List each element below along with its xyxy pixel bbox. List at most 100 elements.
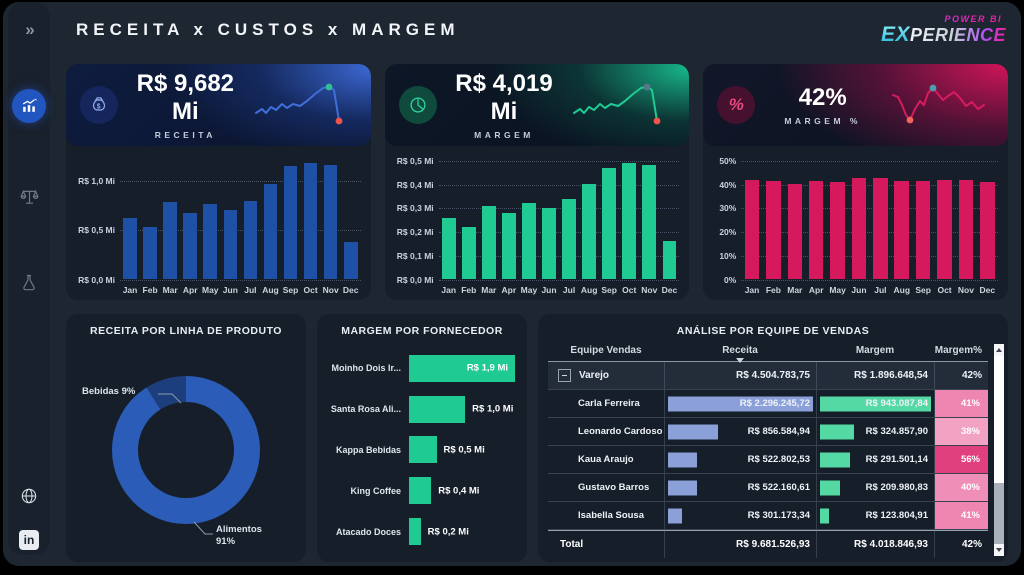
- bar-Nov[interactable]: [958, 179, 974, 279]
- pct-cell: 41%: [934, 390, 988, 417]
- bar-zone: [599, 156, 619, 279]
- bar-Oct[interactable]: [622, 163, 637, 279]
- bar-May[interactable]: [203, 204, 218, 279]
- fornecedor-value: R$ 1,9 Mi: [466, 362, 508, 374]
- column-header-equipe[interactable]: Equipe Vendas: [570, 345, 642, 356]
- receita-data-bar: [668, 424, 718, 439]
- gridline: [438, 184, 680, 186]
- table-row[interactable]: Leonardo Cardoso R$ 856.584,94 R$ 324.857,…: [548, 418, 988, 446]
- bar-Nov[interactable]: [323, 164, 338, 279]
- bar-Jun[interactable]: [223, 210, 238, 279]
- bar-Dec[interactable]: [980, 182, 995, 279]
- bar-Sep[interactable]: [602, 167, 617, 279]
- table-group-row[interactable]: Varejo R$ 4.504.783,75 R$ 1.896.648,54 42%: [548, 362, 988, 390]
- globe-icon: [21, 488, 37, 504]
- y-tick-label: R$ 1,0 Mi: [78, 175, 115, 186]
- bar-Jun[interactable]: [542, 208, 556, 279]
- fornecedor-bar[interactable]: [409, 518, 421, 546]
- bar-Jul[interactable]: [243, 201, 258, 279]
- table-row[interactable]: Isabella Sousa R$ 301.173,34 R$ 123.804,91…: [548, 502, 988, 530]
- bar-May[interactable]: [830, 182, 845, 279]
- donut-card-title: RECEITA POR LINHA DE PRODUTO: [90, 325, 282, 337]
- bar-zone: [120, 156, 140, 279]
- x-tick-label: Mar: [787, 285, 803, 295]
- bar-Feb[interactable]: [766, 180, 781, 279]
- fornecedor-bar[interactable]: [409, 395, 466, 423]
- sidebar-item-web[interactable]: [8, 486, 50, 506]
- x-tick-label: Feb: [765, 285, 781, 295]
- x-tick-label: Nov: [641, 285, 658, 295]
- bar-Sep[interactable]: [915, 180, 931, 279]
- group-margem-cell: R$ 1.896.648,54: [816, 362, 934, 389]
- donut-chart[interactable]: [112, 376, 260, 524]
- receita-cell: R$ 2.296.245,72: [664, 390, 816, 417]
- bar-Nov[interactable]: [642, 165, 657, 279]
- fornecedor-row: Kappa Bebidas R$ 0,5 Mi: [327, 431, 515, 469]
- bar-Aug[interactable]: [263, 183, 278, 279]
- bar-Jan[interactable]: [123, 218, 137, 279]
- fornecedor-bar[interactable]: [409, 436, 437, 464]
- fornecedor-row: Santa Rosa Ali... R$ 1,0 Mi: [327, 390, 515, 428]
- gridline: [438, 256, 680, 258]
- x-tick-label: Dec: [342, 285, 359, 295]
- bar-Feb[interactable]: [461, 226, 476, 279]
- bar-zone: [559, 156, 579, 279]
- scroll-up-button[interactable]: [994, 344, 1004, 356]
- column-header-margem[interactable]: Margem: [855, 345, 895, 356]
- bar-Mar[interactable]: [787, 184, 803, 279]
- table-row[interactable]: Gustavo Barros R$ 522.160,61 R$ 209.980,83…: [548, 474, 988, 502]
- sidebar-item-linkedin[interactable]: in: [8, 530, 50, 550]
- bar-Feb[interactable]: [143, 226, 157, 279]
- bar-Aug[interactable]: [582, 184, 596, 279]
- bar-Sep[interactable]: [283, 165, 298, 279]
- bar-Jul[interactable]: [562, 198, 576, 279]
- scroll-down-button[interactable]: [994, 544, 1004, 556]
- table-row[interactable]: Carla Ferreira R$ 2.296.245,72 R$ 943.087,…: [548, 390, 988, 418]
- bar-Apr[interactable]: [502, 212, 516, 279]
- bar-Apr[interactable]: [183, 213, 198, 279]
- bar-Apr[interactable]: [808, 180, 824, 279]
- bar-Dec[interactable]: [343, 241, 358, 279]
- name-cell: Carla Ferreira: [578, 398, 640, 409]
- x-tick-label: Jan: [122, 285, 138, 295]
- brand-logo: POWER BI EXPERIENCE: [881, 15, 1006, 46]
- sidebar-item-lab[interactable]: [8, 273, 50, 293]
- x-tick-label: May: [202, 285, 219, 295]
- content-area: RECEITA x CUSTOS x MARGEM POWER BI EXPER…: [56, 0, 1024, 575]
- sidebar-item-dashboard[interactable]: [8, 89, 50, 123]
- table-row[interactable]: Kaua Araujo R$ 522.802,53 R$ 291.501,14 56%: [548, 446, 988, 474]
- pct-badge: 41%: [935, 390, 988, 417]
- expand-sidebar-button[interactable]: »: [8, 20, 50, 40]
- fornecedor-bar[interactable]: [409, 354, 515, 382]
- x-tick-label: Apr: [501, 285, 517, 295]
- fornecedor-bar-track: R$ 0,4 Mi: [409, 477, 515, 505]
- bar-Aug[interactable]: [894, 180, 910, 279]
- bar-Mar[interactable]: [481, 205, 496, 279]
- bar-Oct[interactable]: [303, 162, 318, 279]
- gridline: [741, 280, 998, 281]
- bar-May[interactable]: [522, 203, 536, 279]
- table-scrollbar[interactable]: [994, 344, 1004, 556]
- bar-Jun[interactable]: [851, 178, 867, 279]
- bar-Jul[interactable]: [873, 178, 888, 279]
- group-name-cell[interactable]: Varejo: [548, 362, 664, 389]
- bar-slots: Jan Feb Mar Apr May Jun Jul Aug Sep Oct Nov Dec: [439, 156, 680, 296]
- margem-sparkline: [573, 83, 661, 125]
- bar-slot: Nov: [955, 156, 976, 296]
- bar-Jan[interactable]: [744, 179, 760, 279]
- bar-Mar[interactable]: [163, 202, 177, 279]
- collapse-icon[interactable]: [558, 369, 571, 382]
- sidebar-item-balance[interactable]: [8, 187, 50, 208]
- column-header-margem-pct[interactable]: Margem%: [934, 345, 982, 356]
- pct-badge: 41%: [935, 502, 988, 529]
- scrollbar-thumb[interactable]: [994, 356, 1004, 484]
- bar-Jan[interactable]: [441, 217, 456, 279]
- fornecedor-bar[interactable]: [409, 477, 432, 505]
- bar-Dec[interactable]: [662, 241, 677, 279]
- bar-Oct[interactable]: [937, 179, 952, 279]
- bar-zone: [784, 156, 805, 279]
- scale-icon: [19, 189, 39, 204]
- donut-hole: [138, 402, 234, 498]
- column-header-receita[interactable]: Receita: [664, 340, 816, 363]
- detail-row: RECEITA POR LINHA DE PRODUTO Bebidas 9% …: [66, 314, 1008, 562]
